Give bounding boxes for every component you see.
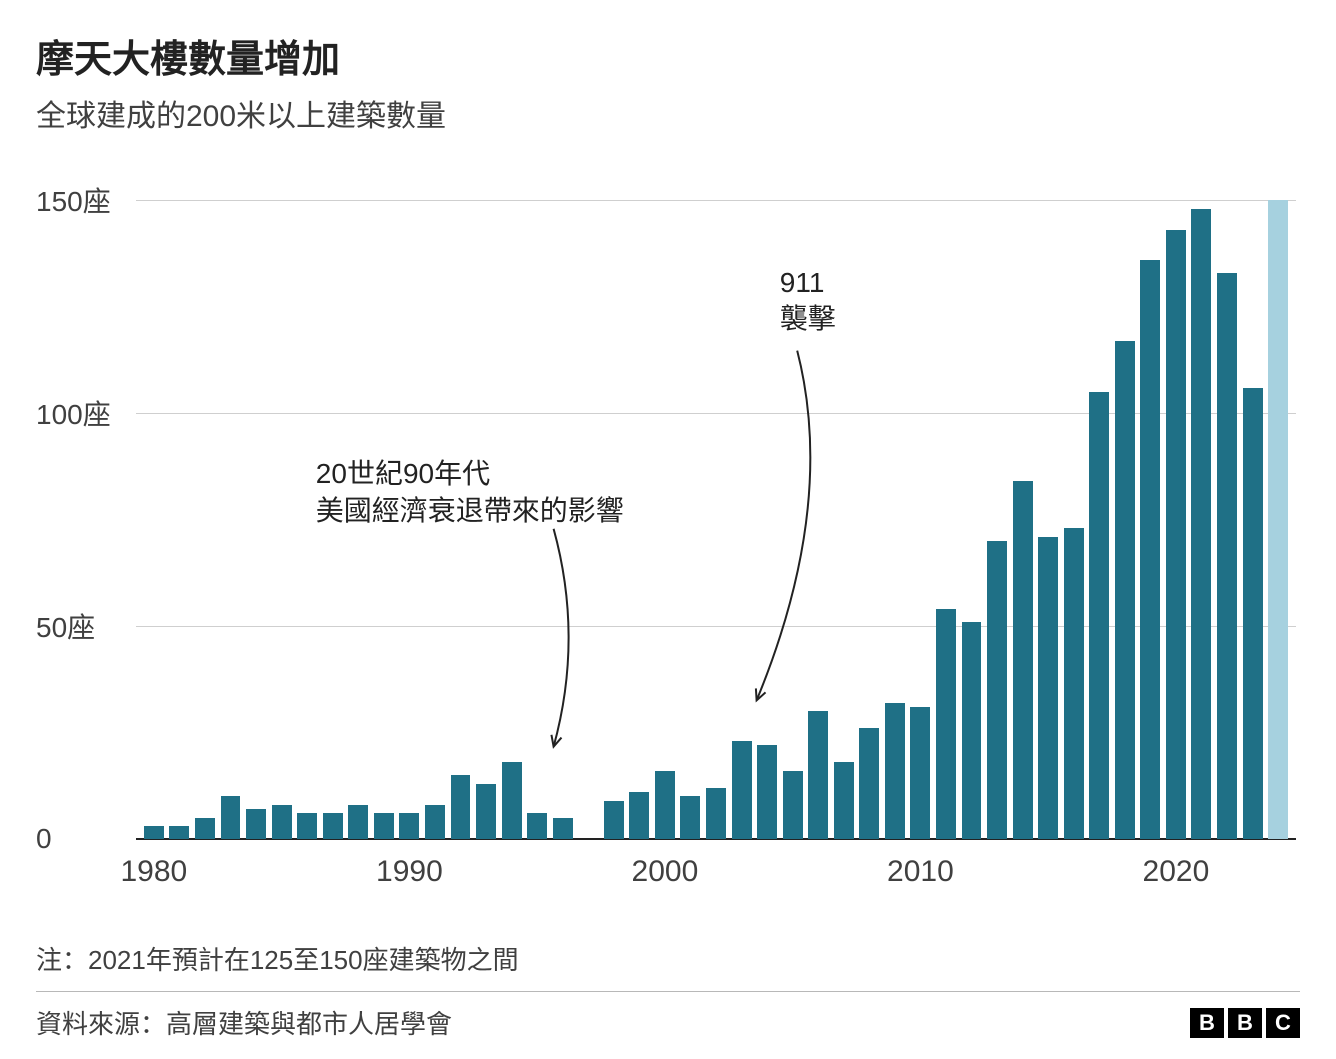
bar: [604, 801, 624, 839]
source-text: 資料來源：高層建築與都市人居學會: [36, 1004, 452, 1041]
bar: [706, 788, 726, 839]
footnote: 注：2021年預計在125至150座建築物之間: [36, 940, 1300, 991]
bar: [553, 818, 573, 839]
y-axis-label: 100座: [36, 393, 128, 433]
bar: [783, 771, 803, 839]
bar: [425, 805, 445, 839]
bar: [297, 813, 317, 839]
bar: [399, 813, 419, 839]
bbc-logo-letter: B: [1190, 1008, 1224, 1038]
bar: [1038, 537, 1058, 839]
bar: [834, 762, 854, 839]
bar: [476, 784, 496, 839]
bar: [348, 805, 368, 839]
bbc-logo-letter: C: [1266, 1008, 1300, 1038]
chart-footer: 注：2021年預計在125至150座建築物之間 資料來源：高層建築與都市人居學會…: [0, 940, 1336, 1059]
bar: [144, 826, 164, 839]
x-axis-label: 1980: [121, 855, 188, 889]
bar: [1166, 230, 1186, 839]
chart-subtitle: 全球建成的200米以上建築數量: [36, 91, 1300, 135]
x-axis-label: 1990: [376, 855, 443, 889]
bbc-logo-letter: B: [1228, 1008, 1262, 1038]
bar: [1115, 341, 1135, 839]
bar: [808, 711, 828, 839]
y-axis-label: 150座: [36, 180, 128, 220]
bar: [962, 622, 982, 839]
bar: [1191, 209, 1211, 839]
bar: [374, 813, 394, 839]
plot-region: 050座100座150座1980199020002010202020世紀90年代…: [136, 179, 1296, 839]
bar-projection: [1268, 200, 1288, 839]
bar: [1089, 392, 1109, 839]
y-axis-label: 0: [36, 823, 128, 855]
x-axis-label: 2010: [887, 855, 954, 889]
gridline: [136, 200, 1296, 201]
bar: [169, 826, 189, 839]
annotation-recession: 20世紀90年代美國經濟衰退帶來的影響: [316, 456, 624, 529]
chart-area: 0 50座 100座 150座 1980 1990 2000 2010 2020 20世紀90年代…: [36, 159, 1300, 919]
x-axis-label: 2000: [632, 855, 699, 889]
bar: [629, 792, 649, 839]
y-axis-label: 50座: [36, 606, 128, 646]
chart-title: 摩天大樓數量增加: [36, 28, 1300, 83]
bar: [655, 771, 675, 839]
bar: [885, 703, 905, 839]
bar: [680, 796, 700, 839]
x-axis-label: 2020: [1143, 855, 1210, 889]
bar: [221, 796, 241, 839]
footer-divider: [36, 991, 1300, 992]
bar: [527, 813, 547, 839]
bar: [987, 541, 1007, 839]
bar: [195, 818, 215, 839]
bar: [910, 707, 930, 839]
bar: [1140, 260, 1160, 839]
bar: [732, 741, 752, 839]
bar: [757, 745, 777, 839]
bar: [246, 809, 266, 839]
bar: [936, 609, 956, 839]
bbc-logo: BBC: [1190, 1008, 1300, 1038]
bar: [1064, 528, 1084, 839]
bar: [323, 813, 343, 839]
bar: [1243, 388, 1263, 839]
bar: [272, 805, 292, 839]
bar: [859, 728, 879, 839]
annotation-nine-eleven: 911襲擊: [780, 265, 836, 338]
bar: [1217, 273, 1237, 839]
bar: [502, 762, 522, 839]
bar: [1013, 481, 1033, 839]
bar: [451, 775, 471, 839]
